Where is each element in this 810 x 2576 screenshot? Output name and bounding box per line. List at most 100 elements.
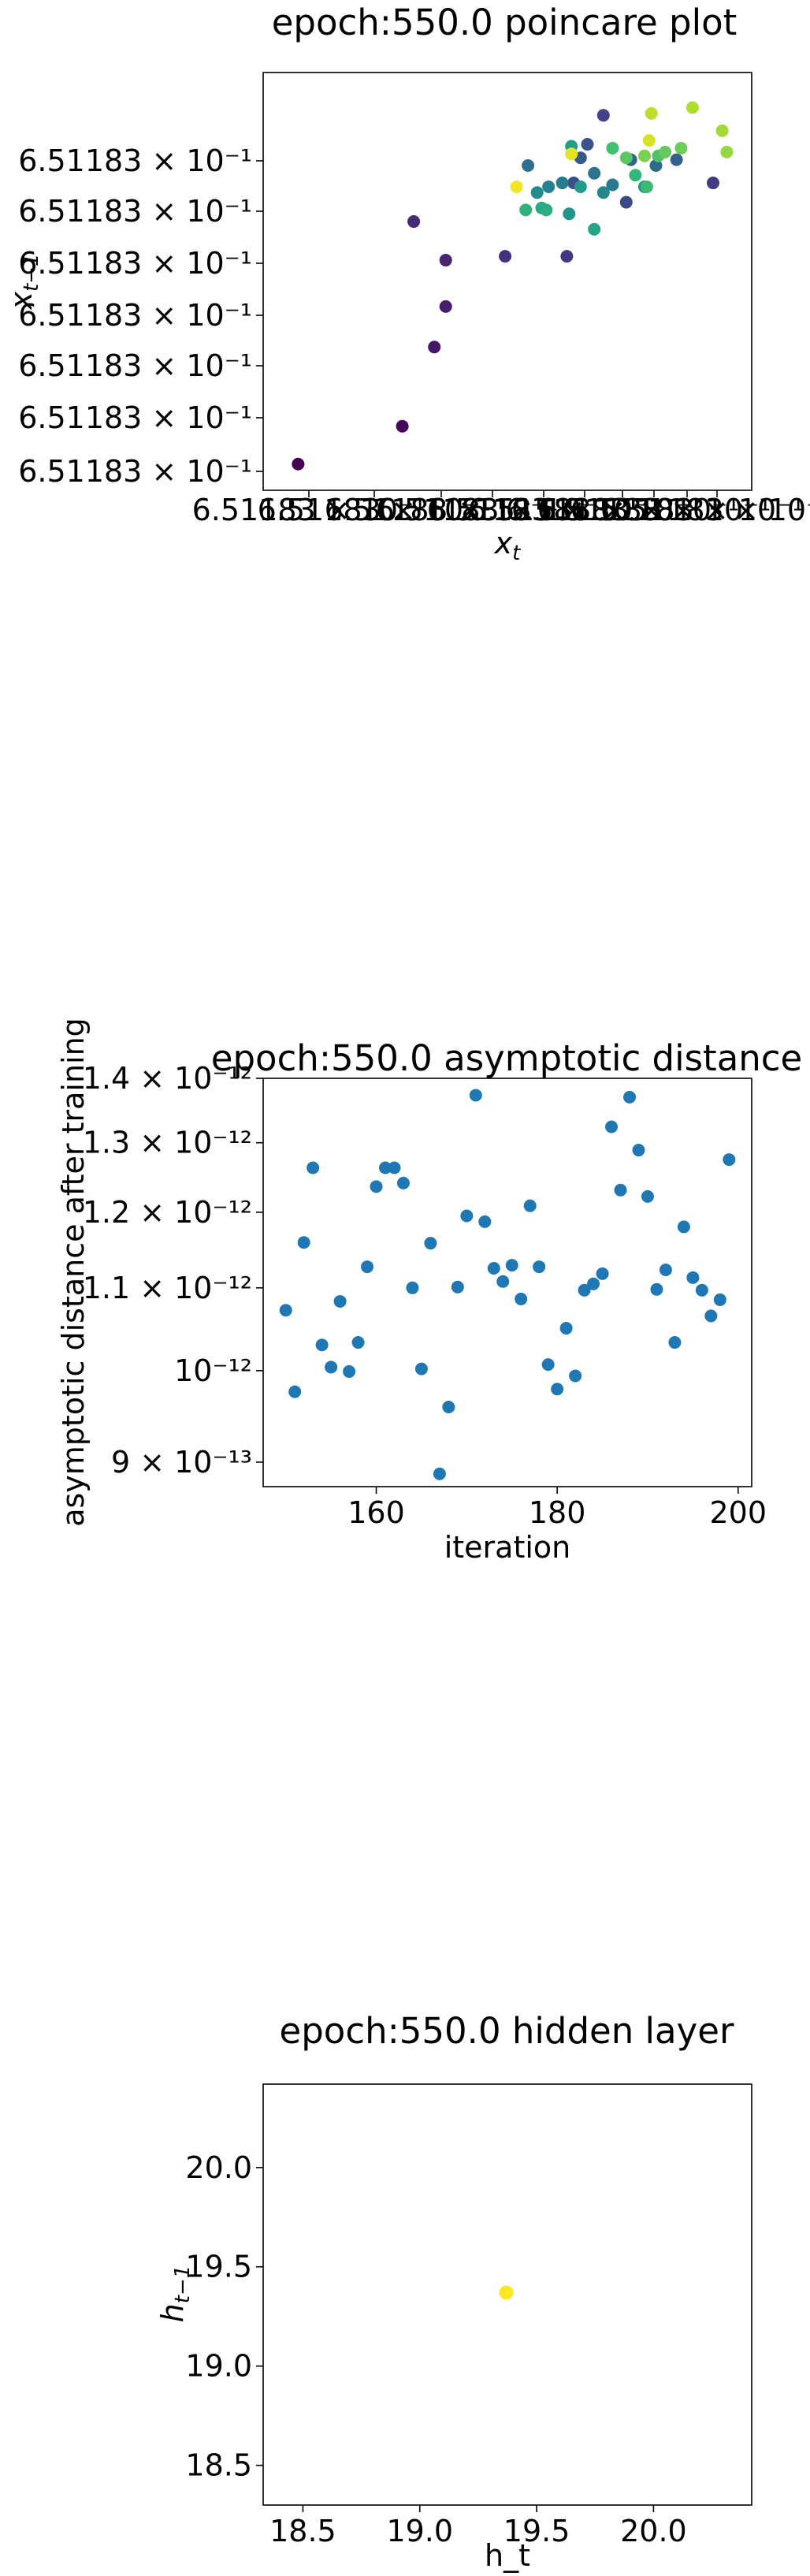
poincare-point (555, 177, 569, 190)
hidden-layer-x-tick-label: 20.0 (620, 2514, 687, 2548)
asymptotic-point (515, 1292, 528, 1305)
poincare-point (638, 149, 651, 162)
poincare-y-tick-label: 6.51183 × 10⁻¹ (18, 143, 252, 178)
asymptotic-point (533, 1260, 546, 1274)
asymptotic-point (559, 1322, 573, 1335)
hidden-layer-x-tick-label: 18.5 (269, 2514, 336, 2548)
asymptotic-point (370, 1180, 383, 1193)
hidden-layer-y-ticks: 18.5 19.0 19.5 20.0 (185, 2150, 263, 2483)
poincare-y-tick-label: 6.51183 × 10⁻¹ (18, 298, 252, 333)
poincare-point (428, 341, 441, 354)
poincare-x-tick-label: 6.51183 × 10⁻¹ (376, 493, 610, 527)
poincare-point (407, 215, 421, 229)
asymptotic-point (487, 1262, 500, 1275)
poincare-point (659, 145, 672, 158)
poincare-x-tick-label: 6.51183 × 10⁻¹ (258, 493, 492, 527)
poincare-x-label: xt (494, 526, 522, 565)
asymptotic-point (307, 1161, 320, 1174)
asymptotic-y-tick-label: 10⁻¹² (174, 1353, 252, 1388)
asymptotic-point (723, 1153, 736, 1167)
asymptotic-y-label: asymptotic distance after training (56, 1018, 91, 1527)
poincare-point (720, 145, 734, 158)
poincare-y-tick-label: 6.51183 × 10⁻¹ (18, 454, 252, 489)
poincare-point (674, 141, 688, 154)
asymptotic-point (297, 1236, 310, 1249)
poincare-point (606, 141, 619, 154)
asymptotic-x-ticks: 160 180 200 (347, 1487, 767, 1530)
hidden-layer-y-tick-label: 18.5 (185, 2448, 252, 2483)
hidden-layer-y-label: ht−1 (155, 2265, 195, 2323)
asymptotic-point (596, 1267, 609, 1280)
poincare-point (619, 195, 633, 209)
asymptotic-point (343, 1364, 356, 1378)
poincare-x-tick-label: 6.51183 × 10⁻¹ (192, 493, 426, 527)
asymptotic-point (414, 1362, 428, 1375)
asymptotic-point (523, 1199, 537, 1212)
asymptotic-point (605, 1120, 619, 1134)
asymptotic-y-tick-label: 1.1 × 10⁻¹² (83, 1271, 252, 1305)
poincare-point (522, 159, 535, 172)
asymptotic-y-tick-label: 1.3 × 10⁻¹² (83, 1126, 252, 1160)
asymptotic-point (668, 1336, 682, 1349)
asymptotic-points (279, 1089, 736, 1480)
asymptotic-y-tick-label: 1.4 × 10⁻¹² (83, 1061, 252, 1096)
asymptotic-x-label: iteration (444, 1530, 571, 1565)
asymptotic-chart: epoch:550.0 asymptotic distance 9 × 10⁻¹… (56, 1018, 802, 1565)
asymptotic-point (677, 1220, 690, 1234)
asymptotic-point (315, 1338, 329, 1352)
asymptotic-point (361, 1260, 374, 1274)
asymptotic-point (641, 1189, 654, 1203)
poincare-point (707, 177, 719, 190)
asymptotic-point (451, 1280, 464, 1294)
poincare-plot-area (262, 72, 752, 491)
poincare-point (292, 457, 305, 471)
poincare-y-tick-label: 6.51183 × 10⁻¹ (18, 400, 252, 435)
asymptotic-point (713, 1293, 726, 1306)
poincare-y-tick-label: 6.51183 × 10⁻¹ (18, 246, 252, 281)
poincare-title: epoch:550.0 poincare plot (272, 2, 738, 43)
poincare-x-tick-label: 6.51183 × 10⁻¹ (570, 493, 804, 527)
poincare-y-tick-label: 6.51183 × 10⁻¹ (18, 194, 252, 229)
hidden-layer-x-ticks: 18.5 19.0 19.5 20.0 (269, 2505, 687, 2548)
asymptotic-y-tick-label: 1.2 × 10⁻¹² (83, 1195, 252, 1230)
poincare-point (588, 166, 601, 180)
asymptotic-point (388, 1161, 401, 1174)
asymptotic-point (541, 1358, 555, 1372)
poincare-point (642, 134, 656, 147)
hidden-layer-chart: epoch:550.0 hidden layer 18.5 19.0 19.5 20.… (155, 2010, 752, 2573)
poincare-point (645, 106, 658, 120)
hidden-layer-point (499, 2285, 514, 2300)
asymptotic-y-tick-label: 9 × 10⁻¹³ (111, 1445, 252, 1480)
poincare-point (439, 300, 452, 313)
poincare-point (581, 138, 594, 151)
asymptotic-point (406, 1281, 419, 1294)
poincare-point (565, 147, 578, 161)
asymptotic-point (587, 1277, 600, 1290)
poincare-point (540, 203, 553, 217)
poincare-point (670, 153, 683, 166)
poincare-y-ticks: 6.51183 × 10⁻¹ 6.51183 × 10⁻¹ 6.51183 × 10… (18, 143, 263, 489)
poincare-point (574, 180, 587, 193)
poincare-point (640, 180, 653, 193)
asymptotic-y-ticks: 9 × 10⁻¹³ 10⁻¹² 1.1 × 10⁻¹² 1.2 × 10⁻¹² 1.3 … (83, 1061, 263, 1480)
poincare-point (542, 180, 555, 193)
poincare-x-ticks: 6.51183 × 10⁻¹6.51183 × 10⁻¹6.51183 × 10… (192, 490, 810, 527)
asymptotic-point (460, 1209, 474, 1223)
hidden-layer-y-tick-label: 20.0 (185, 2150, 252, 2185)
poincare-point (510, 180, 523, 193)
asymptotic-point (279, 1304, 292, 1317)
poincare-point (519, 203, 533, 217)
asymptotic-point (396, 1176, 410, 1189)
asymptotic-plot-area (262, 1078, 752, 1487)
asymptotic-x-tick-label: 200 (710, 1495, 767, 1530)
asymptotic-x-tick-label: 180 (529, 1495, 586, 1530)
poincare-point (530, 186, 544, 199)
asymptotic-point (686, 1271, 700, 1284)
hidden-layer-y-tick-label: 19.0 (185, 2349, 252, 2384)
asymptotic-point (505, 1259, 518, 1272)
hidden-layer-x-tick-label: 19.5 (503, 2514, 570, 2548)
poincare-point (629, 169, 642, 182)
asymptotic-point (569, 1369, 582, 1383)
asymptotic-point (379, 1161, 392, 1174)
